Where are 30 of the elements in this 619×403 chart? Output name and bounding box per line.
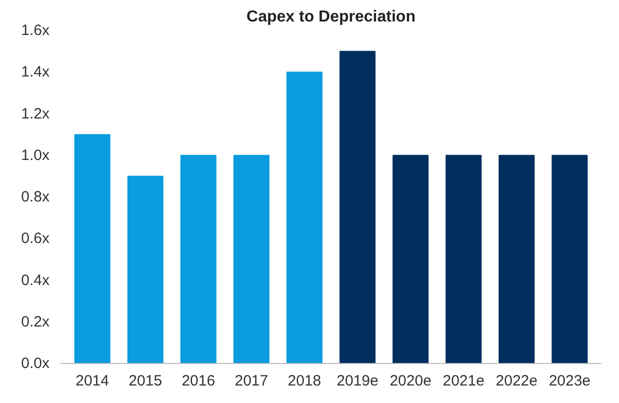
x-tick-label: 2016 bbox=[182, 372, 216, 390]
y-tick-label: 1.6x bbox=[21, 22, 50, 39]
x-tick-label: 2014 bbox=[76, 372, 110, 390]
y-tick-label: 0.2x bbox=[21, 313, 50, 330]
x-tick-label: 2019e bbox=[336, 372, 378, 390]
y-tick-label: 1.4x bbox=[21, 64, 50, 81]
bar bbox=[127, 176, 164, 364]
bar bbox=[498, 154, 535, 364]
y-tick-label: 0.4x bbox=[21, 272, 50, 289]
x-tick-label: 2020e bbox=[390, 372, 432, 390]
x-tick-label: 2022e bbox=[496, 372, 538, 390]
chart-title: Capex to Depreciation bbox=[246, 8, 416, 26]
bar bbox=[74, 134, 110, 364]
bar bbox=[552, 154, 588, 364]
x-tick-label: 2018 bbox=[288, 372, 322, 390]
bar bbox=[180, 154, 216, 364]
bar bbox=[446, 154, 482, 364]
x-tick-label: 2017 bbox=[234, 372, 268, 390]
bar bbox=[392, 154, 429, 364]
y-tick-label: 0.0x bbox=[21, 355, 50, 372]
bar bbox=[340, 50, 376, 364]
x-tick-label: 2023e bbox=[548, 372, 591, 390]
bar bbox=[286, 72, 322, 364]
y-tick-label: 0.6x bbox=[21, 230, 50, 248]
y-tick-label: 1.0x bbox=[21, 146, 50, 164]
x-tick-label: 2021e bbox=[442, 372, 484, 390]
bar bbox=[233, 154, 270, 364]
x-tick-label: 2015 bbox=[128, 372, 162, 390]
y-tick-label: 0.8x bbox=[21, 188, 50, 206]
y-tick-label: 1.2x bbox=[21, 105, 50, 122]
